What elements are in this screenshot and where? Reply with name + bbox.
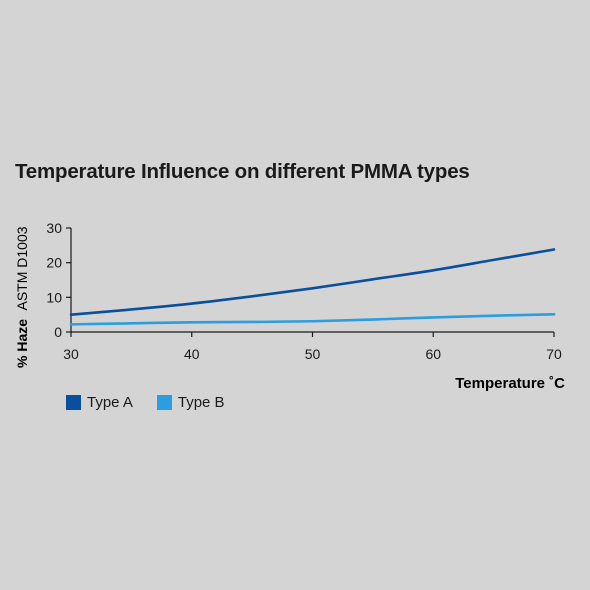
legend-swatch [66, 395, 81, 410]
y-axis-label-bold: % Haze [14, 319, 30, 368]
y-tick-label: 20 [46, 255, 62, 271]
x-tick-label: 40 [184, 346, 200, 362]
series-line-type-a [69, 248, 556, 316]
legend: Type A Type B [66, 394, 249, 411]
legend-item-type-b: Type B [156, 394, 225, 411]
series-line-type-b [69, 313, 556, 326]
y-axis-label: % Haze ASTM D1003 [14, 226, 31, 368]
legend-item-type-a: Type A [66, 394, 133, 411]
x-tick-label: 60 [425, 346, 441, 362]
x-tick-label: 50 [305, 346, 321, 362]
x-tick-label: 30 [63, 346, 79, 362]
x-tick-label: 70 [546, 346, 562, 362]
legend-swatch [156, 395, 172, 410]
legend-label: Type B [177, 394, 225, 411]
y-axis-label-regular: ASTM D1003 [14, 226, 30, 310]
x-axis-label: Temperature ˚C [455, 375, 565, 392]
y-tick-label: 30 [46, 220, 62, 236]
ticks: 0 10 20 30 30 40 50 60 70 [46, 220, 562, 362]
y-tick-label: 0 [54, 324, 62, 340]
chart-title: Temperature Influence on different PMMA … [15, 160, 470, 183]
series-layer [69, 248, 556, 326]
legend-label: Type A [87, 394, 133, 411]
y-tick-label: 10 [46, 289, 62, 305]
